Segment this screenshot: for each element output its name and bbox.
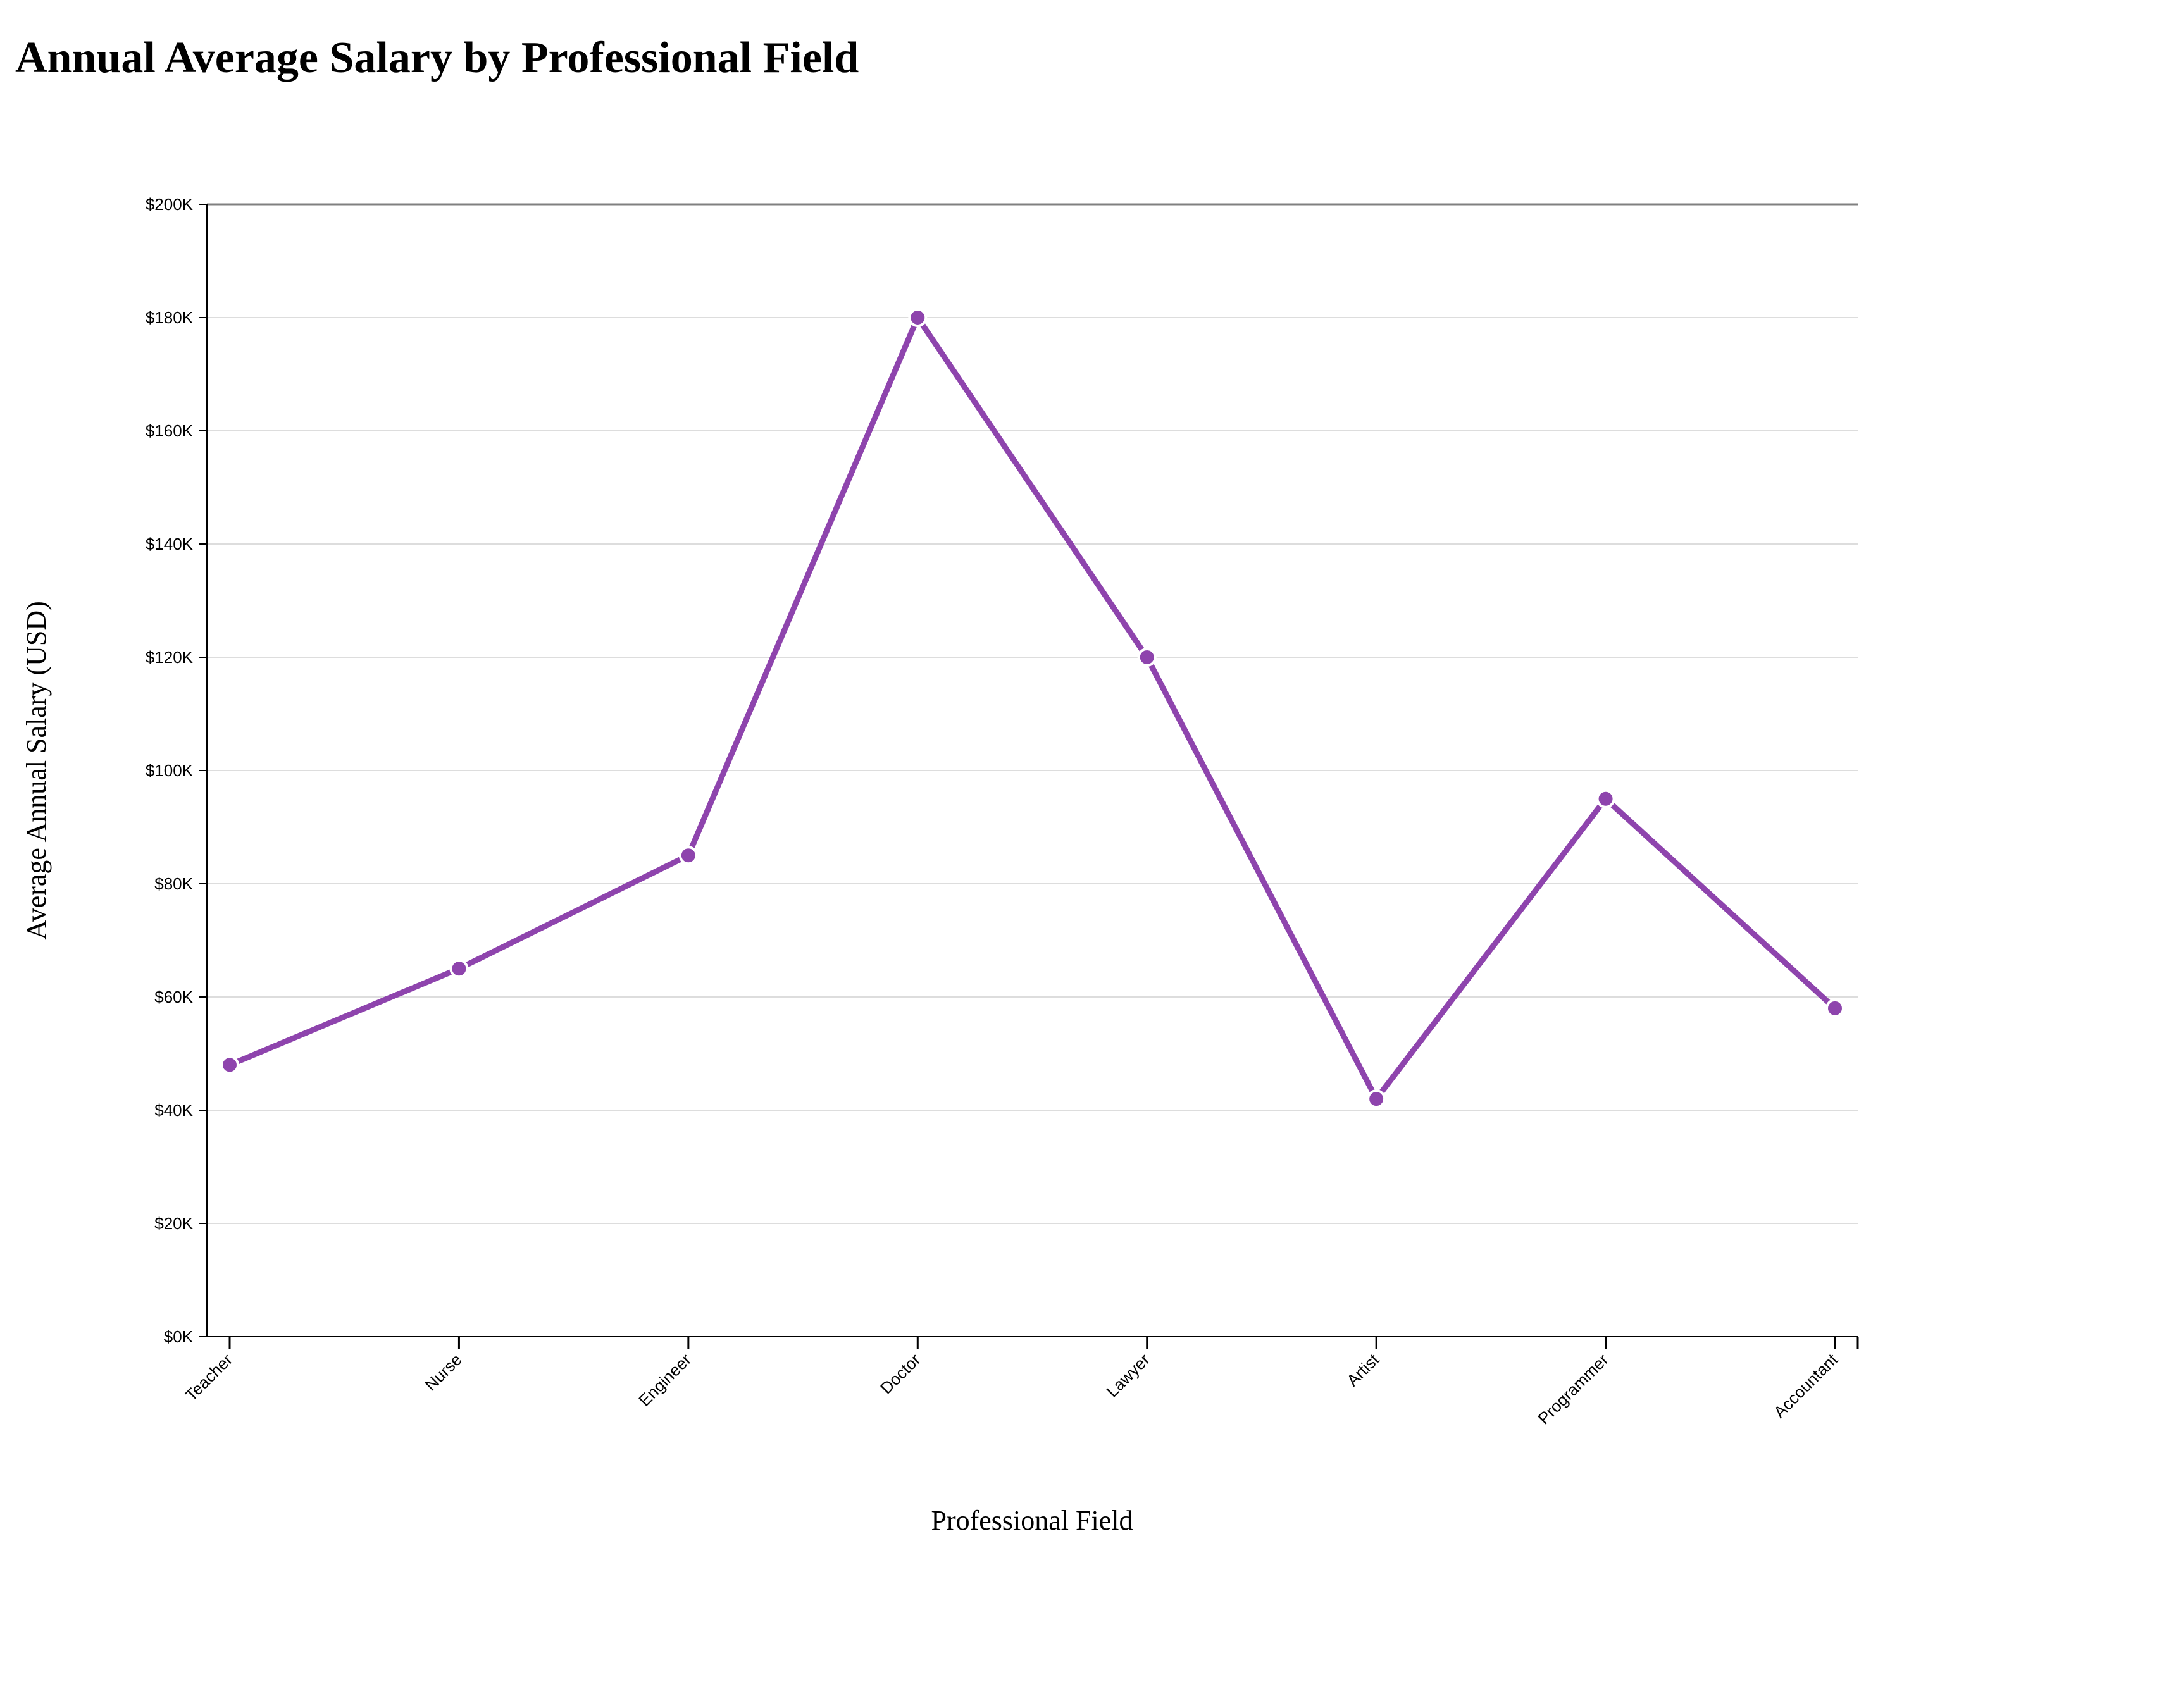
x-tick-label: Engineer — [635, 1350, 695, 1410]
gridlines — [207, 203, 1858, 1224]
x-tick-label: Nurse — [421, 1350, 465, 1394]
data-point — [220, 1055, 239, 1075]
x-axis-title: Professional Field — [931, 1505, 1133, 1536]
data-point — [678, 846, 698, 865]
y-tick-label: $60K — [154, 987, 193, 1006]
data-point — [1367, 1089, 1386, 1109]
y-tick-label: $200K — [146, 195, 194, 214]
data-point — [1825, 998, 1844, 1018]
data-point — [1596, 789, 1615, 808]
data-point — [449, 959, 469, 979]
data-point — [908, 308, 928, 327]
x-tick-label: Doctor — [876, 1350, 924, 1398]
y-tick-label: $160K — [146, 421, 194, 440]
x-tick-label: Lawyer — [1102, 1350, 1154, 1401]
series-line — [227, 314, 1838, 1102]
data-point — [1137, 648, 1157, 667]
y-tick-label: $120K — [146, 648, 194, 667]
x-tick-label: Programmer — [1534, 1350, 1612, 1428]
y-axis-ticks: $0K $20K $40K $60K $80K $100K $120K $140K $160K $… — [146, 195, 207, 1346]
x-axis-ticks: Teacher Nurse Engineer Doctor Lawyer Artist Pr… — [182, 1337, 1842, 1428]
x-tick-label: Accountant — [1770, 1349, 1842, 1421]
y-tick-label: $0K — [164, 1327, 194, 1346]
chart-title: Annual Average Salary by Professional Fi… — [15, 34, 859, 82]
y-tick-label: $20K — [154, 1214, 193, 1233]
y-tick-label: $100K — [146, 761, 194, 780]
data-series — [220, 308, 1844, 1109]
y-tick-label: $140K — [146, 535, 194, 554]
y-tick-label: $180K — [146, 308, 194, 327]
x-tick-label: Teacher — [182, 1350, 237, 1405]
y-tick-label: $40K — [154, 1101, 193, 1120]
y-tick-label: $80K — [154, 874, 193, 893]
axes — [206, 204, 1859, 1349]
y-axis-title: Average Annual Salary (USD) — [21, 601, 52, 940]
x-tick-label: Artist — [1343, 1349, 1383, 1390]
